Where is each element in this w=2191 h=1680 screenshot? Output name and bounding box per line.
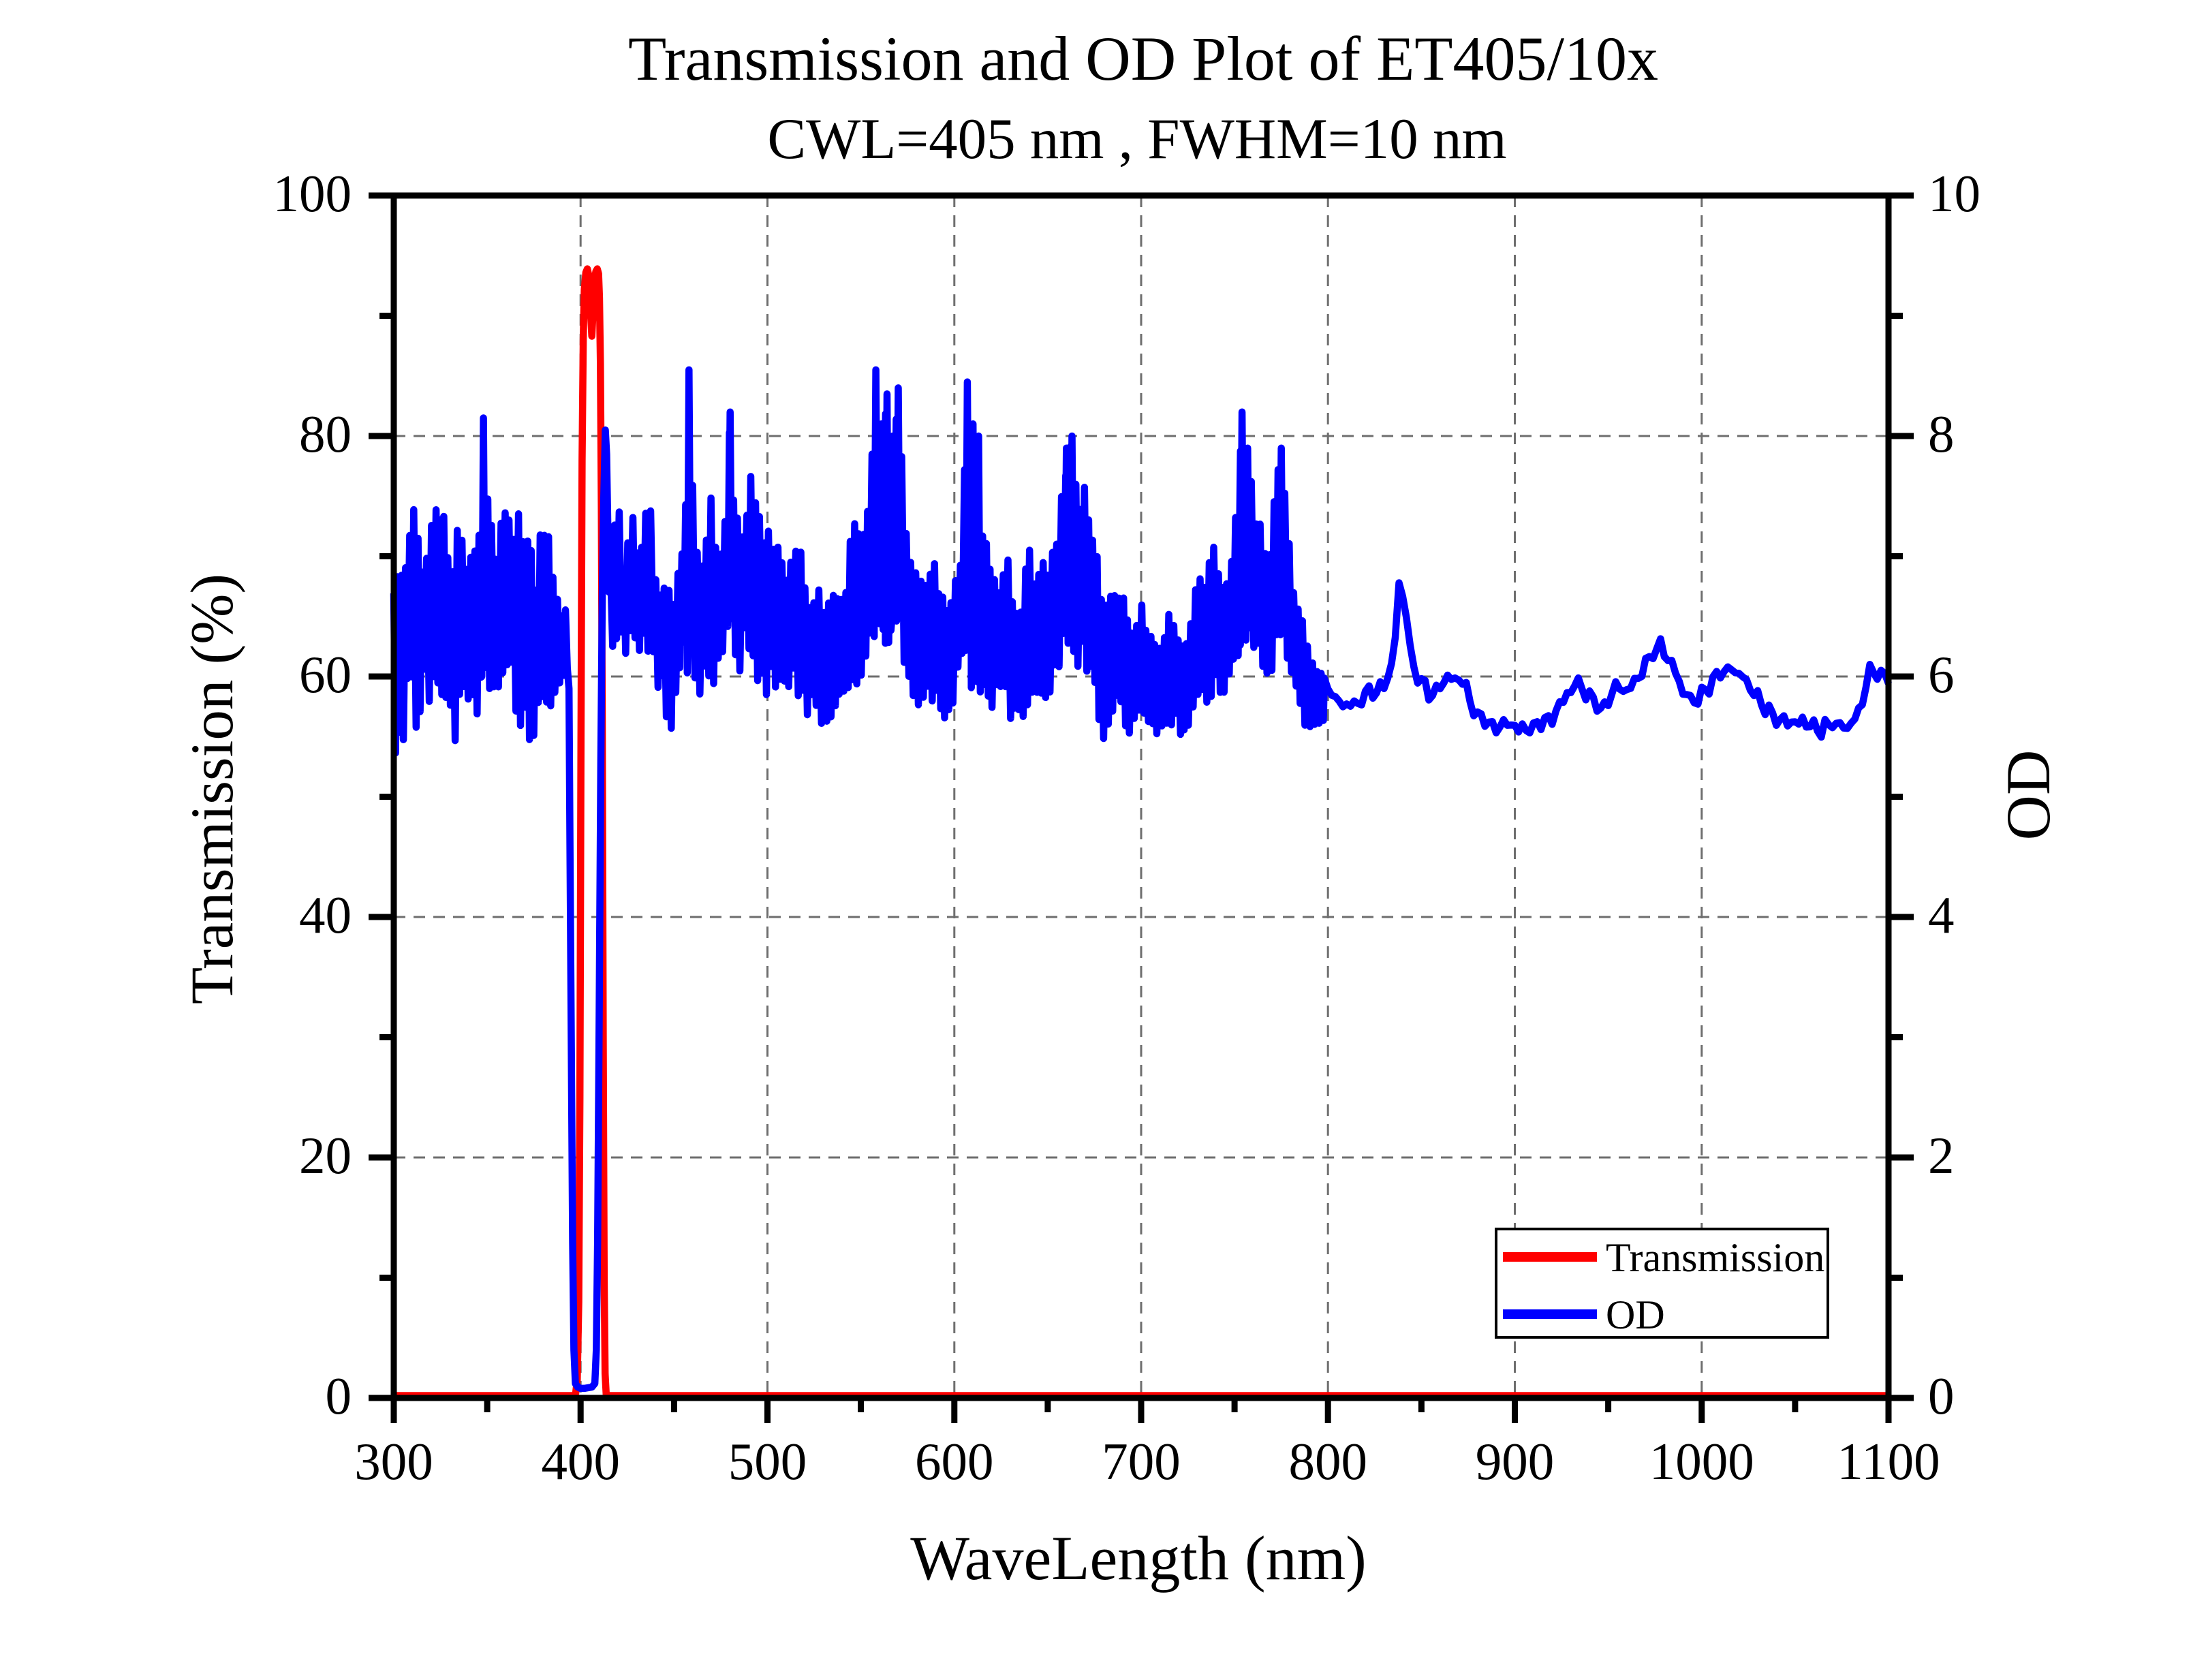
svg-text:Transmission (%): Transmission (%) [179, 574, 246, 1004]
svg-text:60: 60 [299, 645, 352, 704]
svg-text:800: 800 [1288, 1432, 1367, 1491]
svg-text:0: 0 [1928, 1367, 1955, 1425]
svg-text:OD: OD [1993, 750, 2063, 841]
svg-text:300: 300 [354, 1432, 433, 1491]
svg-text:500: 500 [728, 1432, 807, 1491]
svg-text:CWL=405 nm , FWHM=10 nm: CWL=405 nm , FWHM=10 nm [767, 107, 1506, 171]
svg-text:600: 600 [915, 1432, 994, 1491]
svg-text:6: 6 [1928, 645, 1955, 704]
svg-text:100: 100 [273, 164, 352, 223]
svg-text:8: 8 [1928, 405, 1955, 463]
svg-text:2: 2 [1928, 1126, 1955, 1185]
svg-text:20: 20 [299, 1126, 352, 1185]
svg-text:10: 10 [1928, 164, 1980, 223]
svg-text:WaveLength (nm): WaveLength (nm) [910, 1523, 1367, 1593]
svg-text:1000: 1000 [1649, 1432, 1754, 1491]
svg-text:OD: OD [1606, 1292, 1665, 1337]
svg-text:Transmission and OD Plot of ET: Transmission and OD Plot of ET405/10x [628, 24, 1658, 93]
svg-text:40: 40 [299, 886, 352, 944]
svg-text:80: 80 [299, 405, 352, 463]
svg-text:400: 400 [541, 1432, 620, 1491]
svg-text:1100: 1100 [1837, 1432, 1940, 1491]
svg-text:900: 900 [1476, 1432, 1555, 1491]
svg-text:4: 4 [1928, 886, 1955, 944]
svg-text:0: 0 [326, 1367, 352, 1425]
svg-text:700: 700 [1102, 1432, 1181, 1491]
svg-text:Transmission: Transmission [1606, 1235, 1824, 1280]
